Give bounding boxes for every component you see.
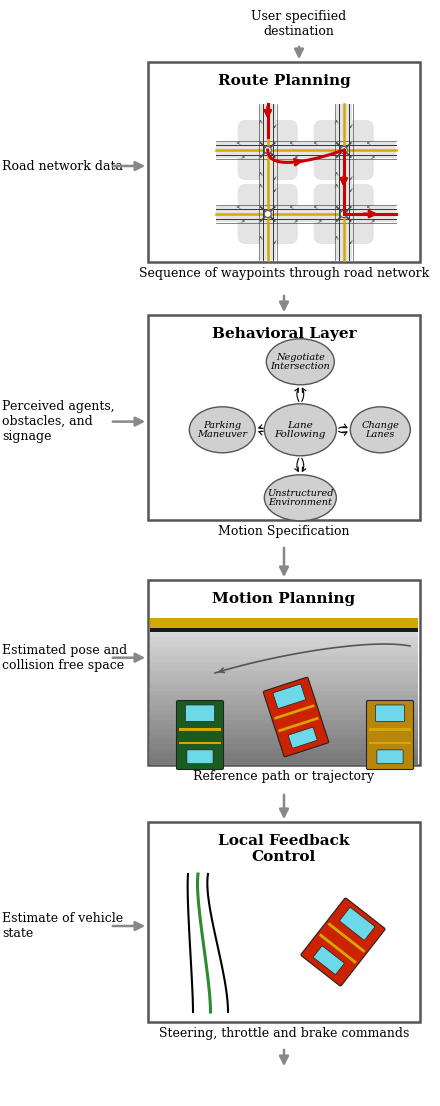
FancyBboxPatch shape [238, 119, 298, 180]
Ellipse shape [350, 407, 411, 452]
Text: Negotiate: Negotiate [276, 353, 325, 362]
FancyBboxPatch shape [185, 705, 215, 721]
Bar [150, 724, 418, 730]
Bar [150, 671, 418, 677]
Bar [260, 104, 276, 260]
Bar [150, 651, 418, 657]
Text: Unstructured: Unstructured [267, 489, 334, 498]
Text: Motion Specification: Motion Specification [218, 525, 350, 538]
Bar [148, 580, 420, 765]
Bar [150, 743, 418, 749]
Bar [150, 705, 418, 710]
Text: Road network data: Road network data [2, 159, 123, 173]
Text: Intersection: Intersection [271, 362, 330, 371]
FancyBboxPatch shape [375, 705, 405, 721]
Text: User specifiied
destination: User specifiied destination [251, 10, 347, 38]
Bar [150, 729, 418, 734]
Ellipse shape [264, 474, 336, 521]
Bar [216, 142, 396, 158]
Circle shape [340, 146, 347, 154]
FancyBboxPatch shape [238, 184, 298, 244]
Bar [150, 720, 418, 724]
FancyBboxPatch shape [176, 700, 224, 770]
Bar [150, 637, 418, 643]
Bar [150, 690, 418, 696]
Text: Steering, throttle and brake commands: Steering, throttle and brake commands [159, 1027, 409, 1040]
Bar [150, 759, 418, 763]
Bar [216, 206, 396, 222]
Bar [179, 742, 221, 744]
Text: Parking: Parking [203, 421, 242, 430]
FancyBboxPatch shape [340, 908, 375, 940]
FancyBboxPatch shape [288, 728, 317, 748]
Bar [369, 729, 411, 731]
FancyBboxPatch shape [301, 898, 385, 985]
FancyBboxPatch shape [314, 184, 374, 244]
Bar [150, 734, 418, 739]
Bar [150, 753, 418, 759]
Bar [369, 742, 411, 744]
Bar [150, 661, 418, 667]
Text: Sequence of waypoints through road network: Sequence of waypoints through road netwo… [139, 267, 429, 280]
Ellipse shape [189, 407, 255, 452]
Bar [150, 686, 418, 691]
Text: Motion Planning: Motion Planning [213, 592, 356, 606]
Text: Perceived agents,
obstacles, and
signage: Perceived agents, obstacles, and signage [2, 400, 115, 444]
Bar [150, 681, 418, 686]
Text: Estimated pose and
collision free space: Estimated pose and collision free space [2, 644, 127, 671]
Text: Change: Change [361, 421, 399, 430]
Bar [319, 933, 357, 964]
Circle shape [264, 210, 271, 218]
Circle shape [264, 146, 271, 154]
Text: Following: Following [275, 430, 326, 439]
Text: Route Planning: Route Planning [218, 74, 350, 88]
Bar [150, 618, 418, 624]
Bar [150, 633, 418, 638]
Bar [150, 676, 418, 681]
Bar [327, 922, 366, 953]
Bar [150, 647, 418, 653]
Bar [150, 643, 418, 647]
Bar [150, 628, 418, 633]
Text: Reference path or trajectory: Reference path or trajectory [194, 770, 374, 783]
Bar [274, 705, 315, 720]
Bar [336, 104, 352, 260]
Bar [150, 666, 418, 671]
Circle shape [340, 210, 347, 218]
Text: Behavioral Layer: Behavioral Layer [212, 327, 356, 341]
Ellipse shape [264, 404, 336, 456]
FancyBboxPatch shape [263, 677, 329, 757]
Bar [150, 710, 418, 716]
FancyBboxPatch shape [313, 946, 344, 974]
Bar [179, 729, 221, 731]
Bar [150, 618, 418, 628]
Text: Local Feedback
Control: Local Feedback Control [218, 834, 350, 864]
FancyBboxPatch shape [187, 750, 213, 764]
FancyBboxPatch shape [367, 700, 414, 770]
Text: Environment: Environment [268, 498, 332, 507]
Bar [148, 62, 420, 262]
Bar [150, 739, 418, 744]
Bar [150, 623, 418, 628]
FancyBboxPatch shape [314, 119, 374, 180]
FancyBboxPatch shape [377, 750, 403, 764]
Ellipse shape [266, 338, 334, 385]
Bar [148, 822, 420, 1022]
Bar [150, 696, 418, 701]
Bar [148, 315, 420, 520]
Bar [150, 749, 418, 754]
Text: Maneuver: Maneuver [197, 429, 247, 439]
Bar [150, 714, 418, 720]
Text: Lane: Lane [287, 420, 313, 430]
Text: Lanes: Lanes [366, 429, 395, 439]
Bar [278, 717, 319, 732]
FancyBboxPatch shape [273, 685, 305, 709]
Bar [150, 657, 418, 662]
Bar [150, 700, 418, 706]
Text: Estimate of vehicle
state: Estimate of vehicle state [2, 912, 123, 940]
Bar [150, 628, 418, 632]
